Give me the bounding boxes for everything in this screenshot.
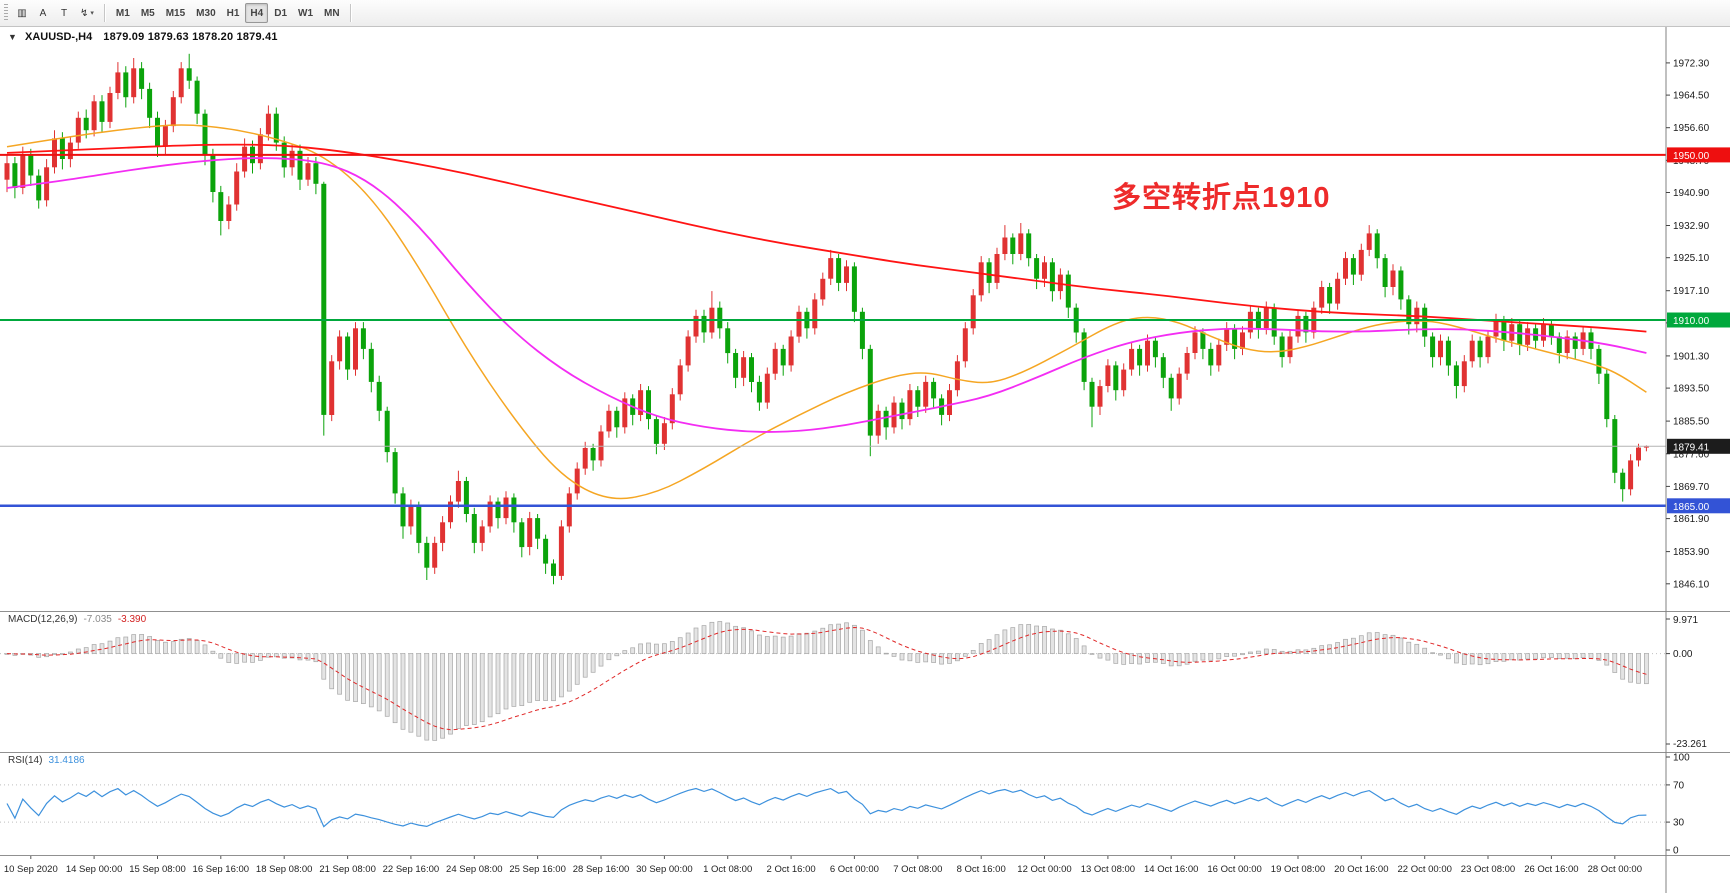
rsi-scale-label: 0 [1673, 846, 1679, 856]
tools-group: ▥ A T ↯ ▾ [12, 3, 99, 23]
macd-signal-line [6, 626, 1647, 731]
time-tick-label: 7 Oct 08:00 [893, 864, 942, 875]
price-tick-label: 1846.10 [1673, 579, 1710, 590]
price-tick-label: 1877.60 [1673, 449, 1710, 460]
time-tick-label: 30 Sep 00:00 [636, 864, 693, 875]
macd-histogram [4, 621, 1649, 741]
toolbar-drag-handle[interactable] [4, 4, 8, 22]
macd-scale-zero: 0.00 [1673, 649, 1693, 660]
time-tick-label: 6 Oct 00:00 [830, 864, 879, 875]
toolbar: ▥ A T ↯ ▾ M1 M5 M15 M30 H1 H4 D1 W1 MN [0, 0, 1730, 27]
macd-name: MACD(12,26,9) [8, 614, 78, 625]
time-tick-label: 23 Oct 08:00 [1461, 864, 1515, 875]
time-tick-label: 2 Oct 16:00 [767, 864, 816, 875]
timeframe-h1-button[interactable]: H1 [226, 7, 240, 19]
timeframe-m1-button[interactable]: M1 [115, 7, 130, 19]
price-tick-label: 1861.90 [1673, 514, 1710, 525]
collapse-ohlc-arrow[interactable]: ▼ [8, 32, 17, 42]
price-tick-label: 1869.70 [1673, 482, 1710, 493]
chart-annotation-text: 多空转折点1910 [1112, 182, 1331, 214]
ma-slow-red-line [6, 143, 1647, 333]
price-tag-label: 1950.00 [1673, 151, 1710, 162]
timeframe-mn-button[interactable]: MN [324, 7, 340, 19]
rsi-name: RSI(14) [8, 755, 43, 766]
price-tick-label: 1901.30 [1673, 351, 1710, 362]
timeframe-d1-button[interactable]: D1 [274, 7, 288, 19]
time-tick-label: 28 Oct 00:00 [1588, 864, 1642, 875]
price-tick-label: 1917.10 [1673, 286, 1710, 297]
timeframe-h4-button[interactable]: H4 [245, 3, 269, 23]
price-tick-label: 1932.90 [1673, 221, 1710, 232]
rsi-line [6, 787, 1647, 828]
ma-mid-magenta-line [6, 157, 1647, 433]
timeframe-m5-button[interactable]: M5 [140, 7, 155, 19]
rsi-panel[interactable]: 100 70 30 0 [0, 752, 1730, 855]
macd-value: -7.035 [83, 614, 112, 625]
time-tick-label: 12 Oct 00:00 [1017, 864, 1071, 875]
price-tick-label: 1956.60 [1673, 123, 1710, 134]
macd-signal-value: -3.390 [117, 614, 147, 625]
symbol-ohlc-readout: ▼ XAUUSD-,H4 1879.09 1879.63 1878.20 187… [8, 31, 278, 43]
rsi-scale-label: 70 [1673, 780, 1685, 791]
time-tick-label: 21 Sep 08:00 [319, 864, 376, 875]
main-price-chart[interactable]: 1972.301964.501956.601948.701940.901932.… [0, 27, 1730, 611]
toolbar-separator [349, 4, 352, 22]
time-tick-label: 19 Oct 08:00 [1271, 864, 1325, 875]
rsi-indicator-label: RSI(14) 31.4186 [8, 755, 85, 766]
rsi-scale-label: 30 [1673, 818, 1685, 829]
time-tick-label: 15 Sep 08:00 [129, 864, 186, 875]
rsi-value: 31.4186 [48, 755, 85, 766]
time-tick-label: 25 Sep 16:00 [509, 864, 566, 875]
price-tick-label: 1893.50 [1673, 384, 1710, 395]
toolbar-separator [103, 4, 106, 22]
time-tick-label: 16 Sep 16:00 [193, 864, 250, 875]
time-tick-label: 8 Oct 16:00 [957, 864, 1006, 875]
tool-indicators-tool-button[interactable]: ↯ ▾ [80, 7, 94, 19]
time-tick-label: 20 Oct 16:00 [1334, 864, 1388, 875]
time-tick-label: 16 Oct 00:00 [1207, 864, 1261, 875]
timeframe-m15-button[interactable]: M15 [165, 7, 186, 19]
price-tag-label: 1865.00 [1673, 502, 1710, 513]
time-tick-label: 14 Oct 16:00 [1144, 864, 1198, 875]
tool-text-tool-button[interactable]: T [60, 7, 68, 19]
time-tick-label: 13 Oct 08:00 [1081, 864, 1135, 875]
time-axis[interactable]: 10 Sep 2020 14 Sep 00:00 15 Sep 08:00 16 Se… [0, 855, 1730, 893]
ma-fast-orange-line [6, 124, 1647, 500]
time-tick-label: 10 Sep 2020 [4, 864, 58, 875]
price-tick-label: 1853.90 [1673, 547, 1710, 558]
dropdown-caret-icon[interactable]: ▾ [90, 10, 94, 17]
time-tick-label: 24 Sep 08:00 [446, 864, 503, 875]
pivot-line-1910-tag: 1910.00 [1667, 312, 1730, 328]
macd-panel[interactable]: 9.971 0.00 -23.261 [0, 611, 1730, 752]
ohlc-values: 1879.09 1879.63 1878.20 1879.41 [103, 31, 278, 43]
time-tick-label: 28 Sep 16:00 [573, 864, 630, 875]
timeframe-w1-button[interactable]: W1 [298, 7, 314, 19]
macd-scale-max: 9.971 [1673, 615, 1698, 626]
price-tick-label: 1964.50 [1673, 91, 1710, 102]
time-tick-label: 18 Sep 08:00 [256, 864, 313, 875]
price-tick-label: 1940.90 [1673, 188, 1710, 199]
tool-charts-grid-button[interactable]: ▥ [17, 7, 27, 19]
macd-scale-min: -23.261 [1673, 739, 1707, 750]
price-tick-label: 1925.10 [1673, 253, 1710, 264]
time-tick-label: 26 Oct 16:00 [1524, 864, 1578, 875]
rsi-scale-label: 100 [1673, 753, 1690, 764]
time-tick-label: 22 Oct 00:00 [1397, 864, 1451, 875]
resistance-line-1950-tag: 1950.00 [1667, 147, 1730, 163]
symbol-timeframe-label: XAUUSD-,H4 [24, 31, 93, 43]
price-tick-label: 1972.30 [1673, 58, 1710, 69]
time-tick-label: 22 Sep 16:00 [383, 864, 440, 875]
bid-price-tag: 1879.41 [1667, 438, 1730, 454]
price-tick-label: 1885.50 [1673, 417, 1710, 428]
timeframes-group: M1 M5 M15 M30 H1 H4 D1 W1 MN [111, 3, 345, 23]
support-line-1865-tag: 1865.00 [1667, 498, 1730, 514]
macd-indicator-label: MACD(12,26,9) -7.035 -3.390 [8, 614, 146, 625]
timeframe-m30-button[interactable]: M30 [196, 7, 216, 19]
time-tick-label: 14 Sep 00:00 [66, 864, 123, 875]
price-tag-label: 1879.41 [1673, 442, 1710, 453]
time-tick-label: 1 Oct 08:00 [703, 864, 752, 875]
price-tag-label: 1910.00 [1673, 316, 1710, 327]
tool-arrow-tool-button[interactable]: A [39, 7, 47, 19]
